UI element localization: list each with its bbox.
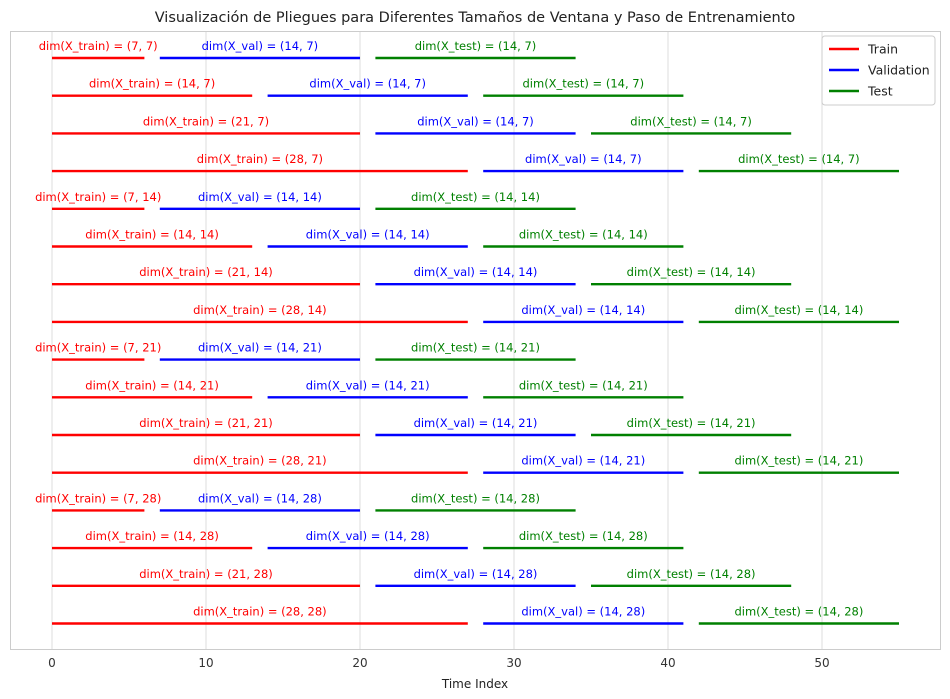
test-segment-label: dim(X_test) = (14, 14)	[627, 265, 756, 279]
x-axis-label: Time Index	[441, 677, 508, 691]
train-segment-label: dim(X_train) = (7, 7)	[39, 39, 158, 53]
test-segment-label: dim(X_test) = (14, 14)	[411, 190, 540, 204]
train-segment-label: dim(X_train) = (7, 14)	[35, 190, 161, 204]
train-segment-label: dim(X_train) = (28, 14)	[193, 303, 327, 317]
train-segment-label: dim(X_train) = (14, 7)	[89, 77, 215, 91]
validation-segment-label: dim(X_val) = (14, 14)	[414, 265, 538, 279]
validation-segment-label: dim(X_val) = (14, 28)	[414, 567, 538, 581]
test-segment-label: dim(X_test) = (14, 7)	[738, 152, 860, 166]
train-segment-label: dim(X_train) = (7, 21)	[35, 341, 161, 355]
validation-segment-label: dim(X_val) = (14, 28)	[198, 491, 322, 505]
test-segment-label: dim(X_test) = (14, 21)	[627, 416, 756, 430]
train-segment-label: dim(X_train) = (21, 28)	[139, 567, 273, 581]
grid-lines	[51, 32, 823, 649]
validation-segment-label: dim(X_val) = (14, 21)	[306, 378, 430, 392]
validation-segment-label: dim(X_val) = (14, 7)	[202, 39, 319, 53]
train-segment-label: dim(X_train) = (21, 21)	[139, 416, 273, 430]
test-segment-label: dim(X_test) = (14, 28)	[627, 567, 756, 581]
test-segment-label: dim(X_test) = (14, 14)	[734, 303, 863, 317]
legend-box	[821, 35, 936, 106]
test-segment-label: dim(X_test) = (14, 21)	[734, 454, 863, 468]
legend-entry-label: Validation	[868, 63, 930, 78]
validation-segment-label: dim(X_val) = (14, 14)	[521, 303, 645, 317]
train-segment-label: dim(X_train) = (28, 21)	[193, 454, 327, 468]
fold-segments: dim(X_train) = (7, 7) dim(X_val) = (14, 7…	[35, 39, 899, 625]
validation-segment-label: dim(X_val) = (14, 28)	[306, 529, 430, 543]
test-segment-label: dim(X_test) = (14, 7)	[630, 114, 752, 128]
x-tick-label: 40	[660, 656, 675, 670]
test-segment-label: dim(X_test) = (14, 28)	[411, 491, 540, 505]
x-tick-label: 50	[814, 656, 829, 670]
legend-entry-label: Test	[867, 84, 893, 99]
chart-title: Visualización de Pliegues para Diferente…	[155, 10, 796, 26]
train-segment-label: dim(X_train) = (14, 28)	[85, 529, 219, 543]
validation-segment-label: dim(X_val) = (14, 21)	[521, 454, 645, 468]
test-segment-label: dim(X_test) = (14, 28)	[734, 605, 863, 619]
test-segment-label: dim(X_test) = (14, 7)	[523, 77, 645, 91]
test-segment-label: dim(X_test) = (14, 21)	[411, 341, 540, 355]
test-segment-label: dim(X_test) = (14, 7)	[415, 39, 537, 53]
validation-segment-label: dim(X_val) = (14, 14)	[198, 190, 322, 204]
train-segment-label: dim(X_train) = (14, 21)	[85, 378, 219, 392]
test-segment-label: dim(X_test) = (14, 21)	[519, 378, 648, 392]
train-segment-label: dim(X_train) = (28, 28)	[193, 605, 327, 619]
test-segment-label: dim(X_test) = (14, 28)	[519, 529, 648, 543]
legend-entry-label: Train	[867, 42, 898, 57]
validation-segment-label: dim(X_val) = (14, 7)	[309, 77, 426, 91]
train-segment-label: dim(X_train) = (14, 14)	[85, 228, 219, 242]
train-segment-label: dim(X_train) = (28, 7)	[197, 152, 323, 166]
x-tick-label: 30	[506, 656, 521, 670]
validation-segment-label: dim(X_val) = (14, 14)	[306, 228, 430, 242]
validation-segment-label: dim(X_val) = (14, 21)	[198, 341, 322, 355]
validation-segment-label: dim(X_val) = (14, 28)	[521, 605, 645, 619]
train-segment-label: dim(X_train) = (21, 7)	[143, 114, 269, 128]
train-segment-label: dim(X_train) = (7, 28)	[35, 491, 161, 505]
test-segment-label: dim(X_test) = (14, 14)	[519, 228, 648, 242]
legend: Train Validation Test	[821, 35, 936, 106]
x-tick-label: 10	[198, 656, 213, 670]
x-axis-ticks: 0 10 20 30 40 50	[48, 656, 829, 670]
validation-segment-label: dim(X_val) = (14, 21)	[414, 416, 538, 430]
plot-area	[10, 31, 941, 650]
validation-segment-label: dim(X_val) = (14, 7)	[525, 152, 642, 166]
validation-segment-label: dim(X_val) = (14, 7)	[417, 114, 534, 128]
x-tick-label: 0	[48, 656, 56, 670]
train-segment-label: dim(X_train) = (21, 14)	[139, 265, 273, 279]
x-tick-label: 20	[352, 656, 367, 670]
